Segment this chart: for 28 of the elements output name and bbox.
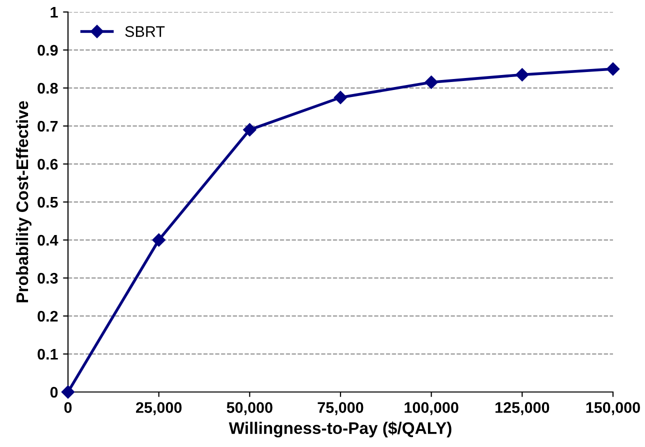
point: [61, 385, 75, 399]
x-tick-label: 75,000: [318, 402, 364, 416]
x-tick-label: 150,000: [586, 402, 640, 416]
x-axis-title: Willingness-to-Pay ($/QALY): [228, 422, 452, 438]
y-tick-label: 0.5: [38, 196, 58, 208]
x-tick-label: 0: [64, 402, 72, 413]
point: [334, 90, 348, 104]
point: [152, 233, 166, 247]
y-tick-label: 0.4: [38, 234, 58, 246]
x-tick-label: 100,000: [404, 402, 458, 416]
y-axis-title: Probability Cost-Effective: [16, 101, 32, 302]
y-tick-label: 0.3: [38, 272, 58, 284]
y-tick-label: 1: [50, 7, 58, 18]
y-tick-label: 0.7: [38, 120, 58, 132]
x-tick-label: 125,000: [496, 402, 550, 416]
y-tick-label: 0.2: [38, 310, 58, 322]
point: [606, 62, 620, 76]
y-tick-label: 0.9: [38, 44, 58, 56]
point: [424, 76, 438, 89]
legend-label: SBRT: [125, 26, 165, 37]
x-tick-label: 25,000: [136, 402, 182, 416]
point: [243, 123, 256, 136]
y-tick-label: 0.6: [38, 158, 58, 170]
y-tick-label: 0.1: [38, 348, 58, 360]
point: [516, 68, 529, 82]
y-tick-label: 0: [50, 386, 58, 398]
y-tick-label: 0.8: [38, 82, 58, 94]
x-tick-label: 50,000: [226, 402, 272, 416]
